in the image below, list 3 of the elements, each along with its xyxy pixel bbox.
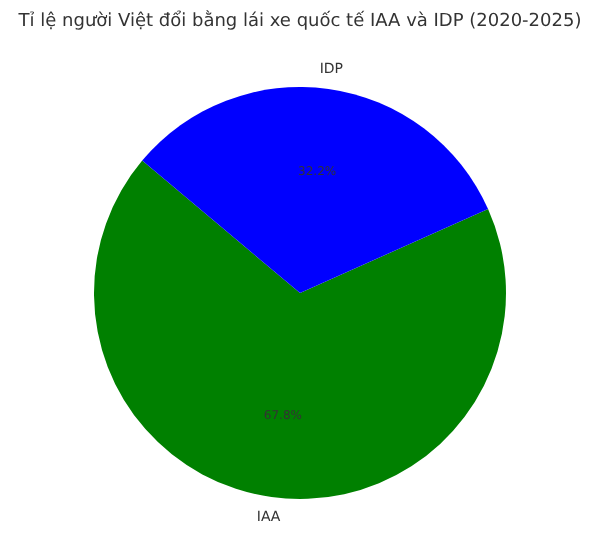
pie-slice (142, 87, 489, 293)
chart-title: Tỉ lệ người Việt đổi bằng lái xe quốc tế IAA và IDP (2020-2025) (16, 10, 582, 32)
pie-slice (94, 160, 506, 499)
